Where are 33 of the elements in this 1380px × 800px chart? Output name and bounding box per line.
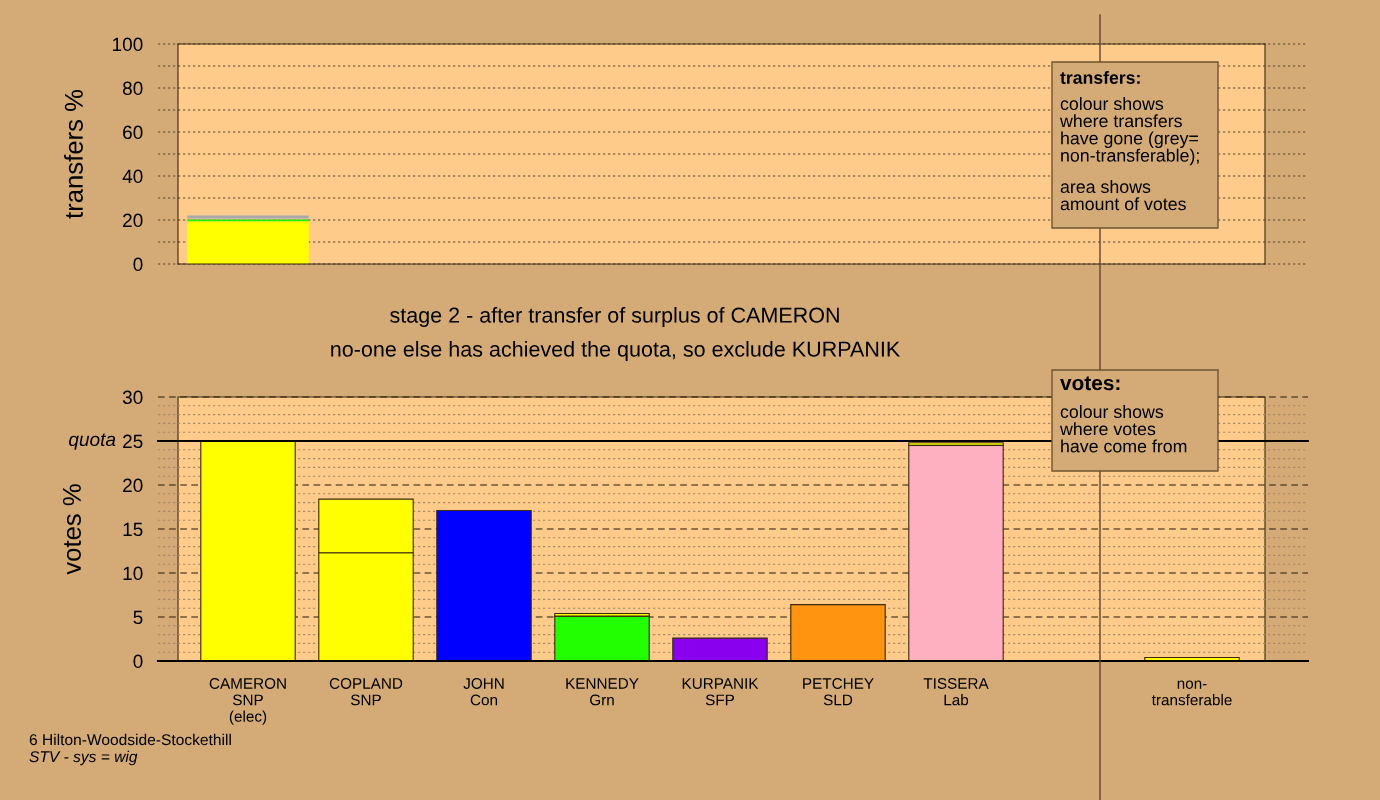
- text: votes:: [1060, 376, 1120, 391]
- x-tick-label: PETCHEY SLD: [803, 678, 874, 706]
- y-tick-label: 80: [122, 81, 143, 96]
- x-tick-label: JOHN Con: [463, 678, 504, 706]
- y-tick-label: 0: [133, 654, 143, 669]
- y-tick-label: 25: [123, 434, 143, 449]
- y-axis-title: votes %: [62, 484, 81, 575]
- x-tick-label: non- transferable: [1151, 680, 1232, 706]
- y-tick-label: 10: [123, 566, 143, 581]
- text: STV - sys = wig: [29, 750, 138, 766]
- y-tick-label: 15: [123, 522, 143, 537]
- annotation: colour shows where transfers have gone (grey= non-transferable);: [1059, 97, 1199, 166]
- y-tick-label: 30: [122, 390, 143, 405]
- x-tick-label: TISSERA Lab: [923, 678, 989, 706]
- y-tick-label: 20: [123, 213, 143, 228]
- y-tick-label: 0: [133, 257, 143, 272]
- y-tick-label: 5: [133, 610, 143, 625]
- y-tick-label: 60: [123, 125, 143, 140]
- y-tick-label: 20: [123, 478, 143, 493]
- x-tick-label: COPLAND SNP: [329, 678, 403, 706]
- text: 6 Hilton-Woodside-Stockethill: [29, 733, 231, 746]
- y-axis-title: transfers %: [64, 89, 83, 219]
- x-tick-label: KURPANIK SFP: [682, 678, 759, 706]
- y-tick-label: 100: [112, 37, 143, 52]
- annotation: colour shows where votes have come from: [1059, 405, 1187, 453]
- chart-subtitle: no-one else has achieved the quota, so exclude KURPANIK: [331, 340, 900, 362]
- ref-line-label: quota: [69, 433, 116, 450]
- y-tick-label: 40: [122, 169, 143, 184]
- x-tick-label: KENNEDY Grn: [566, 678, 639, 706]
- annotation: area shows amount of votes: [1060, 180, 1186, 211]
- chart-title: stage 2 - after transfer of surplus of CAMERON: [390, 306, 839, 328]
- x-tick-label: CAMERON SNP (elec): [209, 678, 286, 725]
- annotation: transfers:: [1060, 71, 1140, 84]
